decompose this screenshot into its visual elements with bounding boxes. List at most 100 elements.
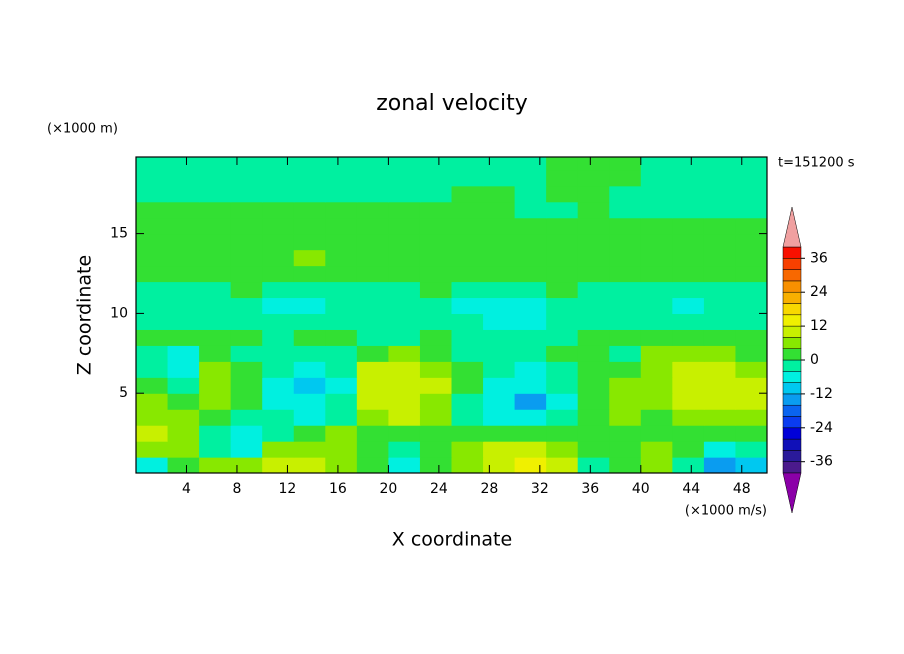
field-cell bbox=[230, 409, 263, 426]
field-cell bbox=[640, 217, 673, 235]
field-cell bbox=[419, 329, 453, 346]
field-cell bbox=[735, 457, 767, 473]
field-cell bbox=[577, 361, 610, 378]
field-cell bbox=[199, 425, 232, 442]
field-cell bbox=[262, 217, 295, 235]
field-cell bbox=[419, 169, 453, 187]
field-cell bbox=[293, 409, 326, 426]
field-cell bbox=[356, 249, 389, 267]
field-cell bbox=[609, 281, 642, 299]
field-cell bbox=[703, 201, 737, 219]
field-cell bbox=[546, 329, 579, 346]
field-cell bbox=[388, 425, 421, 442]
field-cell bbox=[640, 201, 673, 219]
field-cell bbox=[136, 425, 169, 442]
field-cell bbox=[388, 441, 421, 458]
field-cell bbox=[199, 457, 232, 473]
x-tick-label: 4 bbox=[182, 481, 191, 497]
field-cell bbox=[325, 441, 358, 458]
field-cell bbox=[609, 361, 642, 378]
field-cell bbox=[640, 361, 673, 378]
field-cell bbox=[514, 441, 547, 458]
field-cell bbox=[388, 185, 421, 203]
field-cell bbox=[640, 281, 673, 299]
field-cell bbox=[388, 361, 421, 378]
colorbar-tick-label: -24 bbox=[810, 420, 833, 436]
field-cell bbox=[199, 377, 232, 394]
field-cell bbox=[735, 345, 767, 362]
field-cell bbox=[483, 313, 516, 330]
colorbar-band bbox=[782, 461, 802, 474]
field-cell bbox=[672, 217, 705, 235]
field-cell bbox=[262, 169, 295, 187]
field-cell bbox=[388, 281, 421, 299]
field-cell bbox=[262, 441, 295, 458]
field-cell bbox=[388, 329, 421, 346]
field-cell bbox=[199, 441, 232, 458]
field-cell bbox=[640, 249, 673, 267]
field-cell bbox=[199, 329, 232, 346]
field-cell bbox=[293, 313, 326, 330]
field-cell bbox=[703, 361, 737, 378]
y-axis-label: Z coordinate bbox=[74, 255, 96, 375]
field-cell bbox=[483, 361, 516, 378]
x-tick-label: 24 bbox=[430, 481, 448, 497]
x-units: (×1000 m/s) bbox=[685, 504, 767, 519]
field-cell bbox=[672, 201, 705, 219]
field-cell bbox=[136, 217, 169, 235]
colorbar-band bbox=[782, 291, 802, 304]
field-cell bbox=[356, 313, 389, 330]
field-cell bbox=[735, 329, 767, 346]
field-cell bbox=[356, 201, 389, 219]
field-cell bbox=[514, 217, 547, 235]
field-cell bbox=[230, 313, 263, 330]
field-cell bbox=[609, 201, 642, 219]
colorbar-band bbox=[782, 348, 802, 361]
field-cell bbox=[514, 281, 547, 299]
y-tick-label: 10 bbox=[110, 305, 128, 321]
field-cell bbox=[640, 457, 673, 473]
field-cell bbox=[577, 441, 610, 458]
field-cell bbox=[293, 393, 326, 410]
field-cell bbox=[609, 313, 642, 330]
field-cell bbox=[735, 265, 767, 283]
field-cell bbox=[546, 217, 579, 235]
field-cell bbox=[451, 409, 484, 426]
field-cell bbox=[609, 249, 642, 267]
field-cell bbox=[325, 201, 358, 219]
field-cell bbox=[325, 313, 358, 330]
field-cell bbox=[419, 185, 453, 203]
field-cell bbox=[230, 393, 263, 410]
field-cell bbox=[136, 157, 169, 171]
field-cell bbox=[167, 361, 200, 378]
field-cell bbox=[735, 313, 767, 330]
field-cell bbox=[546, 297, 579, 315]
field-cell bbox=[262, 425, 295, 442]
field-cell bbox=[735, 201, 767, 219]
colorbar-band bbox=[782, 258, 802, 270]
field-cell bbox=[136, 457, 169, 473]
field-cell bbox=[325, 409, 358, 426]
field-cell bbox=[577, 377, 610, 394]
field-cell bbox=[262, 281, 295, 299]
colorbar-band bbox=[782, 269, 802, 282]
field-cell bbox=[167, 409, 200, 426]
field-cell bbox=[514, 313, 547, 330]
field-cell bbox=[451, 169, 484, 187]
field-cell bbox=[640, 345, 673, 362]
field-cell bbox=[356, 345, 389, 362]
field-cell bbox=[609, 425, 642, 442]
field-cell bbox=[388, 233, 421, 251]
field-cell bbox=[609, 457, 642, 473]
x-axis-label: X coordinate bbox=[392, 529, 512, 551]
field-cell bbox=[199, 409, 232, 426]
field-cell bbox=[735, 409, 767, 426]
field-cell bbox=[640, 169, 673, 187]
field-cell bbox=[356, 329, 389, 346]
field-cell bbox=[514, 265, 547, 283]
field-cell bbox=[546, 249, 579, 267]
field-cell bbox=[356, 393, 389, 410]
field-cell bbox=[640, 393, 673, 410]
field-cell bbox=[388, 201, 421, 219]
field-cell bbox=[483, 457, 516, 473]
